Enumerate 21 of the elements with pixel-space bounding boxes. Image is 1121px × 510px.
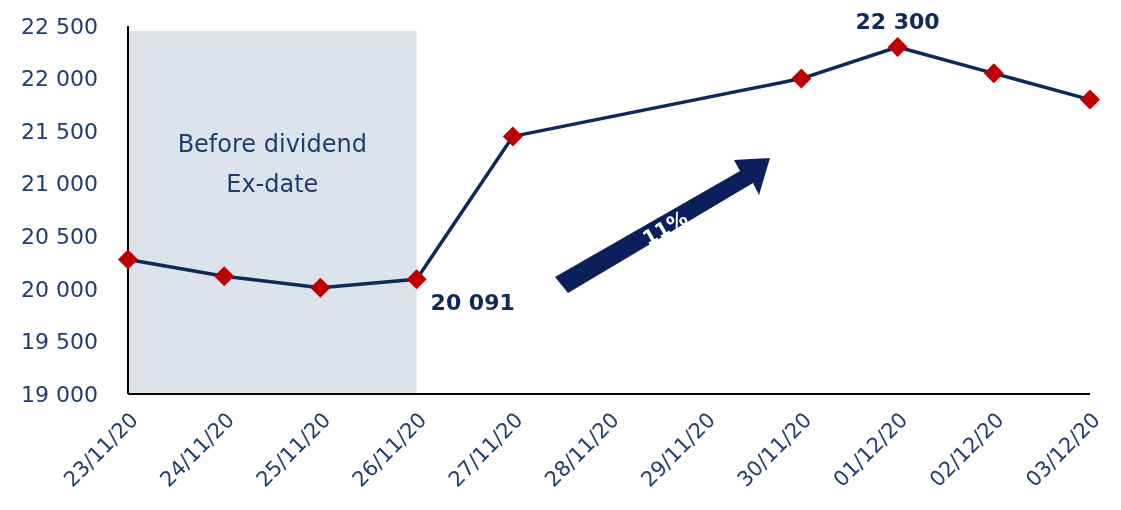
point [406,269,427,290]
y-tick-label: 22 000 [21,66,98,92]
annotation: 11% [638,205,692,251]
point [214,266,235,287]
point [502,126,523,147]
point [791,68,812,89]
y-tick-label: 20 500 [21,223,98,249]
y-tick-label: 21 500 [21,118,98,144]
band-label: Before dividend Ex-date [177,130,367,198]
point [310,277,331,298]
point [983,63,1004,84]
y-tick-label: 22 500 [21,13,98,39]
point [118,249,138,270]
point [1080,89,1100,110]
y-tick-label: 20 000 [21,276,98,302]
data-label: 22 300 [855,9,940,35]
data-label: 20 091 [430,290,515,316]
point [887,37,908,58]
y-tick-label: 19 000 [21,381,98,407]
y-tick-label: 19 500 [21,329,98,355]
y-tick-label: 21 000 [21,171,98,197]
